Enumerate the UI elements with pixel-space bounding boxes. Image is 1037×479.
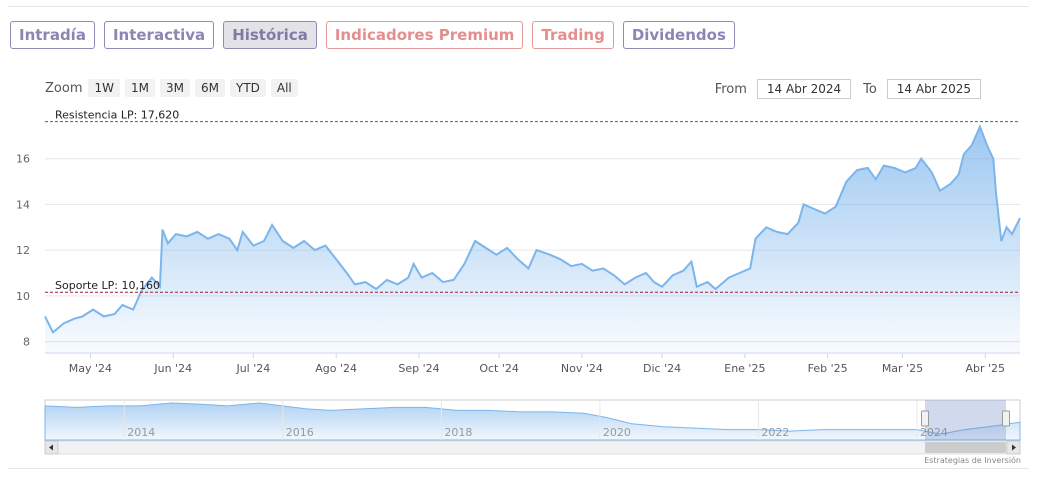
tab-historica[interactable]: Histórica (223, 21, 317, 49)
y-tick-label: 8 (23, 336, 30, 349)
navigator-year-label: 2020 (603, 426, 631, 439)
tab-dividendos[interactable]: Dividendos (622, 21, 735, 49)
x-tick-label: Dic '24 (643, 362, 681, 375)
zoom-bar: Zoom 1W 1M 3M 6M YTD All (45, 79, 303, 97)
scrollbar-thumb[interactable] (925, 442, 1006, 453)
x-tick-label: Nov '24 (561, 362, 603, 375)
to-date-input[interactable]: 14 Abr 2025 (886, 79, 981, 99)
from-date-input[interactable]: 14 Abr 2024 (756, 79, 852, 99)
date-range: From 14 Abr 2024 To 14 Abr 2025 (715, 79, 981, 99)
support-label: Soporte LP: 10,160 (55, 279, 160, 292)
zoom-3m-button[interactable]: 3M (159, 79, 190, 97)
x-tick-label: Jun '24 (153, 362, 192, 375)
navigator-right-handle[interactable] (1002, 410, 1010, 427)
x-tick-label: Abr '25 (965, 362, 1005, 375)
scroll-left-arrow-icon (49, 444, 53, 451)
zoom-1w-button[interactable]: 1W (88, 79, 120, 97)
x-tick-label: Mar '25 (882, 362, 923, 375)
navigator-year-label: 2024 (920, 426, 948, 439)
tab-bar: Intradía Interactiva Histórica Indicador… (10, 21, 735, 49)
price-area (45, 126, 1020, 353)
from-label: From (714, 81, 747, 97)
tab-interactiva[interactable]: Interactiva (103, 21, 215, 49)
zoom-ytd-button[interactable]: YTD (229, 79, 266, 97)
zoom-all-button[interactable]: All (270, 79, 298, 97)
y-tick-label: 12 (16, 244, 30, 257)
scroll-right-arrow-icon (1012, 444, 1016, 451)
x-tick-label: Ene '25 (724, 362, 765, 375)
x-tick-label: Ago '24 (315, 362, 357, 375)
y-tick-label: 10 (16, 290, 30, 303)
zoom-label: Zoom (45, 80, 83, 96)
navigator-year-label: 2022 (761, 426, 789, 439)
scrollbar[interactable] (44, 440, 1021, 455)
x-tick-label: Oct '24 (479, 362, 519, 375)
x-tick-label: Sep '24 (398, 362, 439, 375)
x-tick-label: Jul '24 (235, 362, 270, 375)
top-divider (8, 6, 1029, 7)
navigator[interactable]: 2014 2016 2018 2020 2022 2024 (44, 399, 1021, 441)
x-tick-label: May '24 (69, 362, 112, 375)
price-line (44, 124, 1021, 334)
navigator-selection[interactable] (925, 400, 1006, 440)
navigator-year-label: 2018 (444, 426, 472, 439)
navigator-year-label: 2016 (286, 426, 314, 439)
scrollbar-track[interactable] (44, 440, 1021, 455)
navigator-year-label: 2014 (127, 426, 155, 439)
zoom-1m-button[interactable]: 1M (124, 79, 155, 97)
to-label: To (863, 81, 877, 97)
y-tick-label: 16 (16, 153, 30, 166)
resistance-label: Resistencia LP: 17,620 (55, 109, 179, 122)
y-tick-label: 14 (16, 198, 30, 211)
tab-intradia[interactable]: Intradía (10, 21, 95, 49)
bottom-divider (8, 468, 1029, 469)
x-tick-label: Feb '25 (808, 362, 848, 375)
navigator-left-handle[interactable] (921, 410, 929, 427)
credit-text: Estrategias de Inversión (924, 456, 1021, 465)
zoom-6m-button[interactable]: 6M (194, 79, 225, 97)
tab-trading[interactable]: Trading (532, 21, 614, 49)
tab-indicadores-premium[interactable]: Indicadores Premium (325, 21, 524, 49)
